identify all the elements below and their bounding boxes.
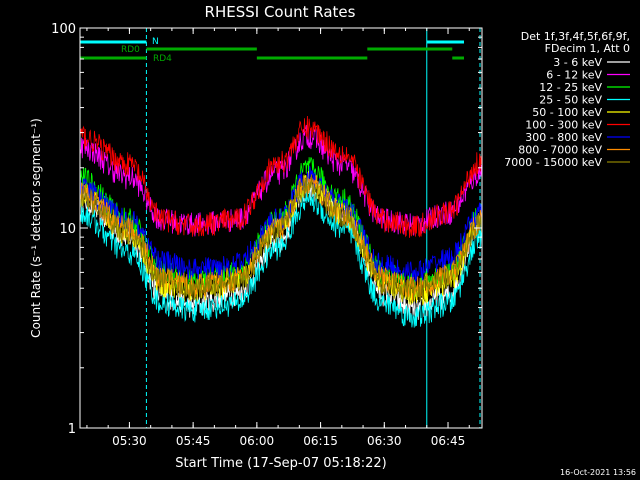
legend-entry-label: 3 - 6 keV — [553, 56, 602, 69]
series-line-800-7000-kev — [79, 174, 483, 302]
legend-entry-label: 100 - 300 keV — [525, 119, 602, 132]
legend-entry-label: 50 - 100 keV — [532, 106, 602, 119]
legend-entry-label: 7000 - 15000 keV — [504, 156, 602, 169]
x-axis-label: Start Time (17-Sep-07 05:18:22) — [175, 456, 386, 471]
legend-entry-label: 800 - 7000 keV — [518, 144, 602, 157]
legend-header-line-2: FDecim 1, Att 0 — [545, 42, 630, 55]
y-tick-label: 1 — [68, 422, 76, 437]
series-line-25-50-kev — [79, 187, 483, 328]
series-line-300-800-kev — [79, 166, 483, 286]
series-line-7000-15000-kev — [79, 174, 483, 302]
legend-entry-label: 300 - 800 keV — [525, 131, 602, 144]
x-tick-label: 05:30 — [112, 434, 147, 448]
plot-area: N RD0 RD4 — [79, 28, 483, 428]
y-tick-label: 100 — [51, 22, 76, 37]
chart-title: RHESSI Count Rates — [205, 3, 356, 21]
series-line-100-300-kev — [79, 115, 483, 238]
flag-label-n: N — [152, 37, 159, 47]
legend: Det 1f,3f,4f,5f,6f,9f, FDecim 1, Att 0 3… — [504, 30, 630, 169]
flag-label-rd0: RD0 — [121, 45, 140, 55]
x-tick-label: 06:15 — [303, 434, 338, 448]
y-axis-label: Count Rate (s⁻¹ detector segment⁻¹) — [29, 118, 43, 338]
footer-timestamp: 16-Oct-2021 13:56 — [560, 468, 636, 477]
legend-entry-label: 12 - 25 keV — [539, 81, 602, 94]
legend-entry-label: 6 - 12 keV — [546, 69, 602, 82]
legend-entry-label: 25 - 50 keV — [539, 94, 602, 107]
axes: 05:30 05:45 06:00 06:15 06:30 06:45 1 10 100 — [51, 22, 482, 448]
x-tick-label: 05:45 — [176, 434, 211, 448]
x-tick-label: 06:00 — [240, 434, 275, 448]
x-tick-label: 06:30 — [367, 434, 402, 448]
legend-header-line-1: Det 1f,3f,4f,5f,6f,9f, — [521, 30, 630, 43]
x-tick-label: 06:45 — [431, 434, 466, 448]
flag-label-rd4: RD4 — [153, 54, 172, 64]
y-tick-label: 10 — [59, 222, 76, 237]
